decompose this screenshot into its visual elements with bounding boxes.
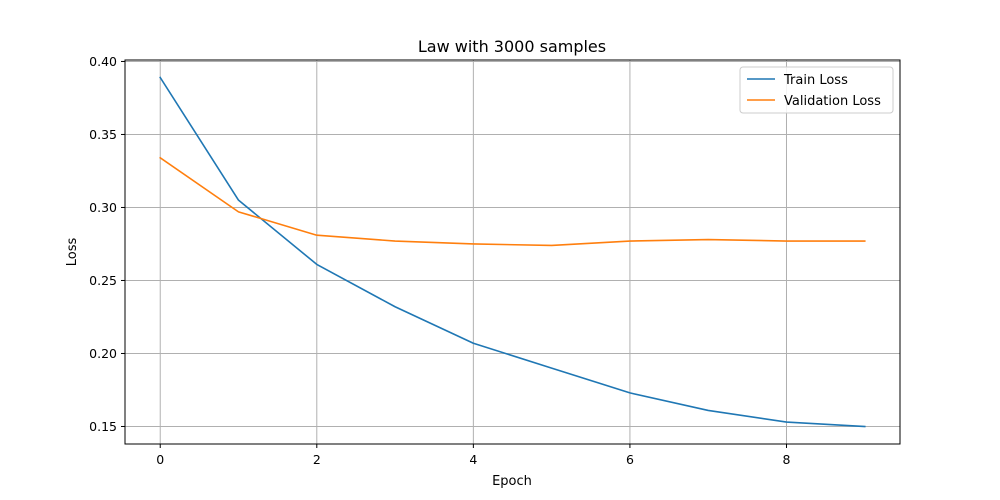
y-tick-label: 0.20 bbox=[89, 346, 117, 361]
series-line-train-loss bbox=[159, 76, 866, 428]
legend: Train Loss Validation Loss bbox=[739, 66, 894, 114]
y-tick-label: 0.25 bbox=[89, 273, 117, 288]
x-axis-label: Epoch bbox=[492, 474, 532, 489]
legend-label-train-loss: Train Loss bbox=[783, 73, 848, 88]
x-tick-label: 6 bbox=[626, 452, 634, 467]
legend-label-validation-loss: Validation Loss bbox=[784, 94, 881, 109]
x-tick-label: 2 bbox=[313, 452, 321, 467]
y-tick-label: 0.35 bbox=[89, 127, 117, 142]
x-tick-label: 0 bbox=[156, 452, 164, 467]
series-group bbox=[159, 76, 866, 428]
y-tick-label: 0.15 bbox=[89, 419, 117, 434]
series-line-validation-loss bbox=[159, 156, 866, 247]
legend-box bbox=[739, 66, 894, 114]
y-axis-label: Loss bbox=[65, 238, 80, 267]
x-tick-label: 4 bbox=[469, 452, 477, 467]
axis-ticks: 0 2 4 6 8 0.15 0.20 0.25 0.30 0.35 0.40 bbox=[89, 54, 790, 467]
chart-title: Law with 3000 samples bbox=[418, 37, 606, 56]
grid bbox=[125, 60, 900, 444]
y-tick-label: 0.40 bbox=[89, 54, 117, 69]
plot-frame bbox=[124, 59, 901, 445]
x-tick-label: 8 bbox=[783, 452, 791, 467]
y-tick-label: 0.30 bbox=[89, 200, 117, 215]
